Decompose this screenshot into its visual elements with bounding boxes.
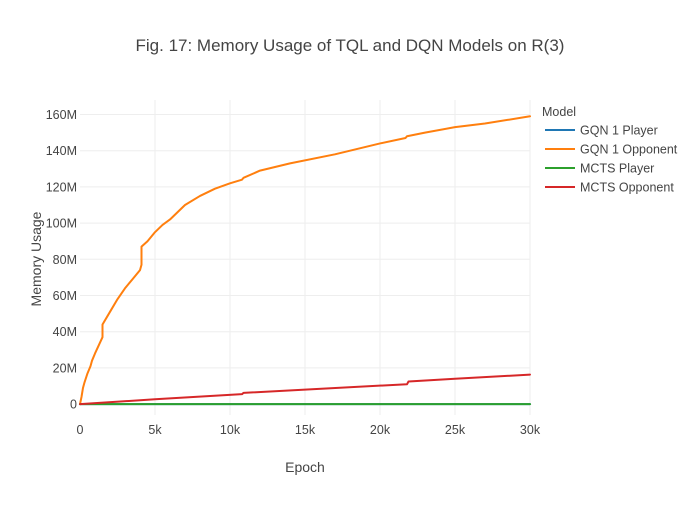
legend-title: Model bbox=[542, 105, 576, 119]
y-tick-label: 0 bbox=[70, 398, 77, 412]
legend-label: GQN 1 Player bbox=[580, 124, 658, 138]
x-tick-label: 10k bbox=[220, 423, 241, 437]
y-tick-label: 40M bbox=[53, 325, 77, 339]
y-tick-label: 140M bbox=[46, 144, 77, 158]
legend-label: GQN 1 Opponent bbox=[580, 143, 678, 157]
y-tick-label: 20M bbox=[53, 361, 77, 375]
series-line-gqn-1-opponent[interactable] bbox=[79, 115, 531, 406]
legend-item-mcts-opponent[interactable]: MCTS Opponent bbox=[545, 181, 674, 195]
x-tick-label: 15k bbox=[295, 423, 316, 437]
series-line-mcts-opponent[interactable] bbox=[79, 373, 531, 406]
y-tick-label: 120M bbox=[46, 180, 77, 194]
x-tick-label: 25k bbox=[445, 423, 466, 437]
y-tick-label: 60M bbox=[53, 289, 77, 303]
x-axis-label: Epoch bbox=[285, 459, 325, 475]
legend-item-gqn-1-opponent[interactable]: GQN 1 Opponent bbox=[545, 143, 678, 157]
legend-item-gqn-1-player[interactable]: GQN 1 Player bbox=[545, 124, 658, 138]
data-series bbox=[79, 115, 531, 406]
y-tick-label: 160M bbox=[46, 108, 77, 122]
legend[interactable]: Model GQN 1 Player GQN 1 Opponent MCTS Pla… bbox=[542, 105, 678, 195]
x-tick-label: 30k bbox=[520, 423, 541, 437]
y-tick-label: 80M bbox=[53, 253, 77, 267]
x-tick-label: 5k bbox=[148, 423, 162, 437]
x-tick-label: 0 bbox=[77, 423, 84, 437]
grid-lines bbox=[80, 100, 531, 415]
y-axis-label: Memory Usage bbox=[28, 211, 44, 306]
x-tick-label: 20k bbox=[370, 423, 391, 437]
chart-title: Fig. 17: Memory Usage of TQL and DQN Mod… bbox=[136, 36, 565, 55]
legend-items[interactable]: GQN 1 Player GQN 1 Opponent MCTS Player MCT… bbox=[545, 124, 678, 195]
legend-item-mcts-player[interactable]: MCTS Player bbox=[545, 162, 654, 176]
legend-label: MCTS Player bbox=[580, 162, 654, 176]
legend-label: MCTS Opponent bbox=[580, 181, 674, 195]
y-tick-label: 100M bbox=[46, 217, 77, 231]
